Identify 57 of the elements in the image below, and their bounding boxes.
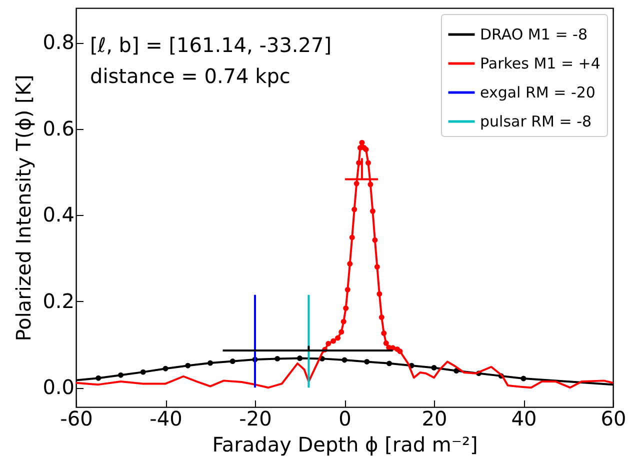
point (359, 140, 365, 146)
point (386, 360, 392, 366)
annotation: [ℓ, b] = [161.14, -33.27] (90, 33, 332, 57)
point (297, 356, 302, 361)
point (397, 348, 403, 354)
point (335, 335, 341, 341)
point (365, 160, 371, 166)
legend-label: pulsar RM = -8 (480, 112, 592, 130)
point (354, 180, 360, 186)
point (520, 376, 526, 382)
point (118, 372, 124, 378)
point (162, 366, 168, 372)
legend-label: Parkes M1 = +4 (480, 54, 600, 72)
point (383, 340, 389, 346)
point (140, 369, 146, 375)
point (330, 338, 336, 344)
point (376, 291, 382, 297)
point (370, 208, 376, 214)
point (208, 360, 213, 366)
point (338, 329, 344, 335)
point (347, 261, 353, 267)
point (96, 375, 102, 381)
point (374, 264, 380, 270)
x-tick-label: -20 (239, 406, 272, 430)
y-tick-label: 0.2 (42, 288, 74, 313)
point (343, 305, 349, 311)
x-tick-label: 20 (422, 406, 448, 430)
point (364, 358, 370, 364)
y-axis-title: Polarized Intensity T(ϕ) [K] (12, 74, 36, 342)
point (230, 358, 236, 364)
x-tick-label: -40 (150, 406, 182, 430)
point (352, 206, 358, 212)
x-tick-label: 60 (600, 406, 626, 430)
x-tick-label: -60 (60, 406, 93, 430)
point (342, 357, 348, 363)
point (372, 237, 378, 243)
x-tick-label: 40 (511, 406, 537, 430)
annotation: distance = 0.74 kpc (90, 64, 290, 88)
x-tick-label: 0 (338, 406, 352, 430)
point (326, 340, 332, 346)
y-tick-label: 0.0 (42, 375, 74, 400)
legend-label: exgal RM = -20 (480, 84, 596, 102)
legend-label: DRAO M1 = -8 (480, 26, 588, 44)
point (274, 356, 280, 362)
y-tick-label: 0.8 (42, 30, 74, 54)
point (340, 318, 346, 324)
point (349, 234, 355, 240)
y-tick-label: 0.4 (42, 202, 74, 227)
point (368, 182, 374, 188)
point (454, 368, 460, 374)
point (381, 330, 387, 336)
point (431, 365, 437, 370)
x-axis-title: Faraday Depth ϕ [rad m⁻²] (212, 432, 478, 456)
y-tick-label: 0.6 (42, 116, 74, 140)
point (344, 286, 350, 292)
point (378, 314, 384, 320)
point (185, 362, 191, 368)
